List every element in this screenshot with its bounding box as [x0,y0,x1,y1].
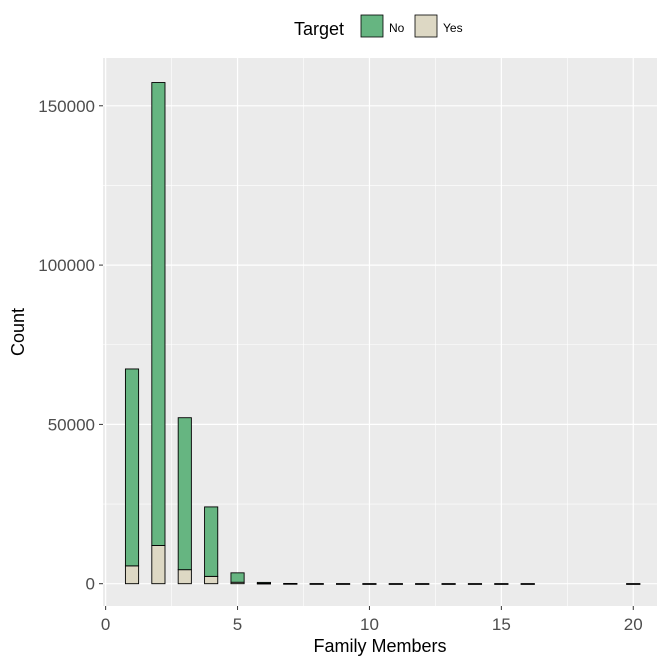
bar-yes-4 [204,575,219,585]
x-tick-label: 0 [101,615,110,634]
legend: Target No Yes [294,14,463,39]
legend-title: Target [294,19,344,39]
grid-minor [103,58,657,606]
bar-no-10 [362,583,377,585]
bar-yes-2 [151,545,166,585]
bar-no-6 [256,581,271,584]
bar-no-8 [309,583,324,585]
bar-no-5 [230,572,245,583]
legend-key-yes [414,14,438,38]
bar-no-20 [626,583,641,585]
bar-no-2 [151,82,166,546]
bar-yes-1 [124,565,140,585]
x-tick-label: 5 [233,615,242,634]
bar-no-11 [388,583,403,585]
y-tick-label: 50000 [48,415,95,434]
y-axis-ticks: 0 50000 100000 150000 [38,97,103,594]
y-axis-title: Count [8,308,28,356]
grid-major [103,58,657,606]
x-tick-label: 20 [624,615,643,634]
y-tick-label: 150000 [38,97,95,116]
bar-no-12 [415,583,430,585]
bar-no-16 [520,583,535,585]
legend-label-no: No [389,21,405,35]
bar-no-7 [283,582,298,585]
legend-label-yes: Yes [443,21,463,35]
x-tick-label: 10 [360,615,379,634]
bar-no-15 [494,583,509,585]
bar-no-1 [124,368,140,567]
bar-no-13 [441,583,456,585]
y-tick-label: 100000 [38,256,95,275]
bar-no-14 [467,583,483,585]
x-axis-title: Family Members [313,636,446,656]
bar-no-4 [204,506,219,577]
bar-no-9 [336,583,351,585]
panel-background [103,58,657,606]
x-tick-label: 15 [492,615,511,634]
y-tick-label: 0 [86,575,95,594]
bar-no-3 [177,417,192,571]
legend-key-no [360,14,384,38]
bars [124,82,641,585]
x-axis-ticks: 0 5 10 15 20 [101,606,643,634]
bar-yes-3 [177,569,192,585]
